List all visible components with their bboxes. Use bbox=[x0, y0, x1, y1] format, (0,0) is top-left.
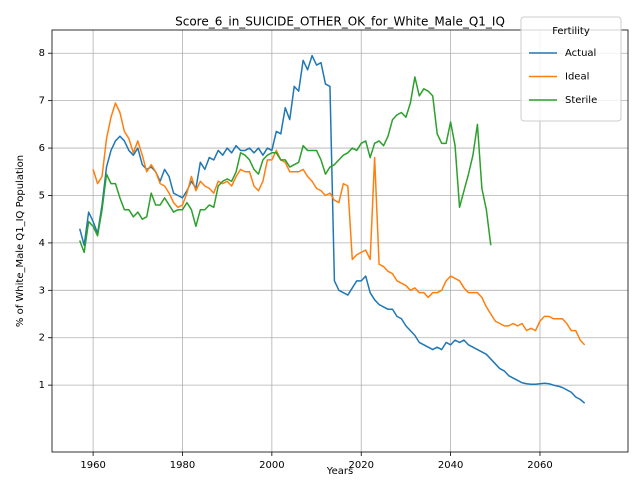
legend-title: Fertility bbox=[552, 26, 590, 37]
x-axis-label: Years bbox=[326, 466, 353, 477]
y-tick-label: 4 bbox=[39, 238, 45, 249]
x-tick-label: 2060 bbox=[527, 460, 552, 471]
line-series bbox=[78, 54, 586, 404]
x-tick-label: 2020 bbox=[348, 460, 373, 471]
legend-label: Ideal bbox=[565, 72, 589, 83]
chart-title: Score_6_in_SUICIDE_OTHER_OK_for_White_Ma… bbox=[175, 15, 505, 29]
plot-frame bbox=[51, 29, 629, 453]
legend-box bbox=[520, 16, 622, 122]
y-tick-label: 6 bbox=[39, 143, 45, 154]
x-tick-label: 2040 bbox=[438, 460, 463, 471]
y-tick-label: 3 bbox=[39, 285, 45, 296]
y-tick-label: 5 bbox=[39, 190, 45, 201]
y-tick-label: 1 bbox=[39, 380, 45, 391]
x-tick-label: 2000 bbox=[259, 460, 284, 471]
legend-label: Actual bbox=[565, 48, 596, 59]
y-tick-label: 8 bbox=[39, 48, 45, 59]
x-tick-label: 1980 bbox=[170, 460, 195, 471]
legend-label: Sterile bbox=[565, 95, 597, 106]
y-tick-label: 7 bbox=[39, 96, 45, 107]
line-series bbox=[92, 102, 586, 346]
line-series bbox=[79, 76, 492, 254]
y-tick-label: 2 bbox=[39, 333, 45, 344]
x-tick-label: 1960 bbox=[80, 460, 105, 471]
y-axis-label: % of White_Male Q1_IQ Population bbox=[15, 155, 26, 327]
